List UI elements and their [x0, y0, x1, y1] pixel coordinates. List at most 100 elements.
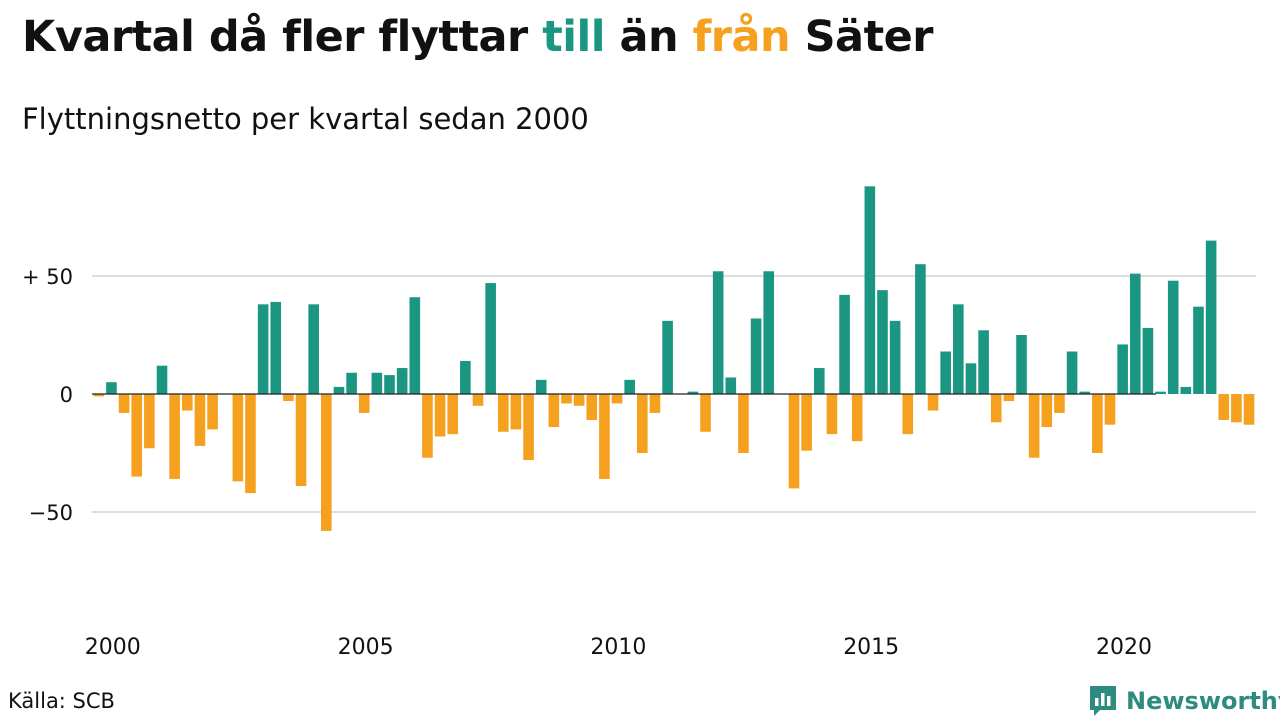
x-tick-label: 2000: [85, 635, 141, 660]
bar: [978, 330, 989, 394]
bar: [750, 318, 762, 394]
source-label: Källa: SCB: [8, 689, 115, 713]
bar: [169, 394, 180, 479]
bar: [1142, 327, 1154, 394]
bar: [333, 386, 345, 394]
title-till-word: till: [542, 12, 605, 62]
bar: [1117, 344, 1128, 394]
bar: [270, 301, 282, 394]
bar: [965, 363, 977, 394]
bar: [877, 290, 888, 394]
bar: [561, 394, 572, 404]
bar: [813, 368, 825, 394]
bar: [1041, 394, 1053, 428]
bar: [1193, 306, 1204, 394]
bar: [953, 304, 964, 394]
bar: [687, 391, 699, 394]
bar: [422, 394, 433, 458]
bar: [1079, 391, 1091, 394]
bar: [586, 394, 598, 420]
bar: [801, 394, 812, 451]
bar: [1104, 394, 1116, 425]
title-part-3: Säter: [790, 12, 934, 62]
bar: [1054, 394, 1065, 413]
bar: [889, 320, 901, 394]
bar: [1028, 394, 1040, 458]
bar: [308, 304, 319, 394]
bar: [599, 394, 610, 479]
bar: [460, 360, 471, 394]
bar: [447, 394, 459, 435]
chart-title: Kvartal då fler flyttar till än från Sät…: [22, 12, 933, 62]
bar: [181, 394, 193, 411]
title-part-1: Kvartal då fler flyttar: [22, 12, 543, 62]
bar: [788, 394, 800, 489]
bar: [245, 394, 256, 494]
bar: [257, 304, 269, 394]
x-tick-label: 2020: [1096, 635, 1152, 660]
bar: [207, 394, 218, 430]
bar: [662, 320, 673, 394]
bar: [915, 264, 926, 394]
bar: [106, 382, 117, 394]
brand-name: Newsworthy: [1126, 687, 1280, 715]
bar: [1180, 386, 1192, 394]
bar: [1167, 280, 1179, 394]
bar: [548, 394, 560, 428]
bar: [940, 351, 951, 394]
bar: [611, 394, 623, 404]
bar: [118, 394, 130, 413]
bar: [637, 394, 648, 453]
bar: [321, 394, 332, 531]
bar: [283, 394, 294, 402]
bar: [295, 394, 307, 487]
bar: [485, 283, 496, 394]
x-tick-label: 2015: [843, 635, 899, 660]
bar: [826, 394, 838, 435]
y-tick-label: −50: [29, 501, 73, 525]
bar: [700, 394, 711, 432]
newsworthy-logo-icon: [1090, 686, 1116, 716]
bar: [1066, 351, 1078, 394]
bar: [535, 379, 547, 394]
bar: [384, 375, 395, 394]
y-tick-label: 0: [60, 383, 73, 407]
bar: [396, 368, 408, 394]
bar: [523, 394, 534, 461]
bar: [990, 394, 1002, 423]
bar: [1016, 335, 1027, 394]
y-tick-label: + 50: [22, 265, 73, 289]
bar: [1129, 273, 1141, 394]
bar: [232, 394, 244, 482]
bar: [624, 379, 635, 394]
bar: [1092, 394, 1103, 453]
bar: [927, 394, 939, 411]
x-tick-label: 2010: [590, 635, 646, 660]
bar: [839, 294, 850, 394]
bar: [510, 394, 522, 430]
title-part-2: än: [604, 12, 693, 62]
bar: [156, 365, 168, 394]
bar: [371, 372, 383, 394]
bar: [409, 297, 421, 394]
bar: [1003, 394, 1015, 402]
bar: [497, 394, 509, 432]
bar: [1243, 394, 1255, 425]
bar: [346, 372, 357, 394]
newsworthy-brand: Newsworthy: [1088, 684, 1280, 718]
chart-subtitle: Flyttningsnetto per kvartal sedan 2000: [22, 102, 589, 136]
bar: [1218, 394, 1230, 420]
title-fran-word: från: [692, 12, 791, 62]
bar: [649, 394, 661, 413]
bar: [194, 394, 206, 446]
bar: [712, 271, 724, 394]
bar: [725, 377, 737, 394]
bar: [1155, 391, 1166, 394]
bar: [864, 186, 876, 394]
bar-chart: + 50 0 −50 2000 2005 2010 2015 2020: [22, 186, 1256, 660]
bar: [573, 394, 585, 406]
bar: [144, 394, 155, 449]
bar: [472, 394, 484, 406]
bar: [1205, 240, 1217, 394]
bar: [131, 394, 143, 477]
